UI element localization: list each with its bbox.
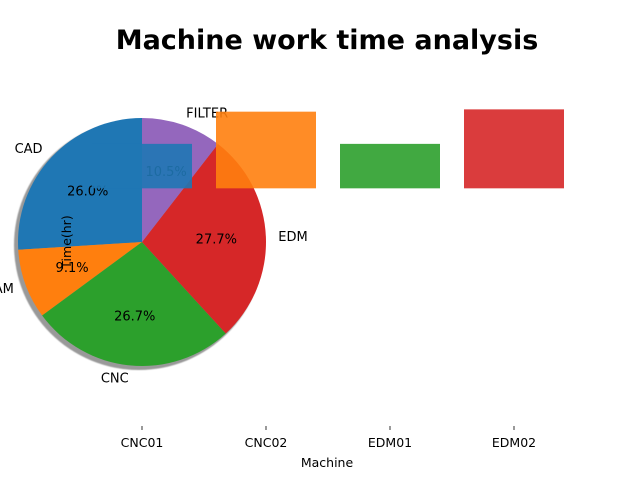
bar-cnc02 — [216, 111, 316, 189]
chart-title: Machine work time analysis — [116, 25, 539, 56]
x-tick-label: CNC01 — [121, 435, 164, 450]
bar-edm02 — [464, 109, 564, 189]
bar-x-axis-label: Machine — [301, 455, 354, 470]
bar-chart: CNC01 CNC02 EDM01 EDM02 Machine Time(hr) — [59, 109, 564, 470]
bar-y-axis-label: Time(hr) — [59, 215, 74, 269]
x-tick-label: CNC02 — [245, 435, 288, 450]
pie-label-edm: EDM — [278, 230, 307, 245]
pie-slice-edm — [142, 144, 266, 334]
pie-label-cam: CAM — [0, 282, 14, 297]
pie-slice-cam — [18, 242, 142, 316]
pie-percent-cnc: 26.7% — [114, 310, 155, 325]
x-tick-label: EDM02 — [492, 435, 536, 450]
x-tick-label: EDM01 — [368, 435, 412, 450]
pie-label-cnc: CNC — [101, 371, 129, 386]
bar-cnc01 — [92, 143, 192, 189]
bar-x-axis: CNC01 CNC02 EDM01 EDM02 — [121, 426, 536, 450]
pie-percent-edm: 27.7% — [196, 232, 237, 247]
pie-percent-cam: 9.1% — [56, 261, 89, 276]
pie-slice-cnc — [42, 242, 226, 366]
bar-edm01 — [340, 143, 440, 189]
pie-label-cad: CAD — [15, 142, 43, 157]
